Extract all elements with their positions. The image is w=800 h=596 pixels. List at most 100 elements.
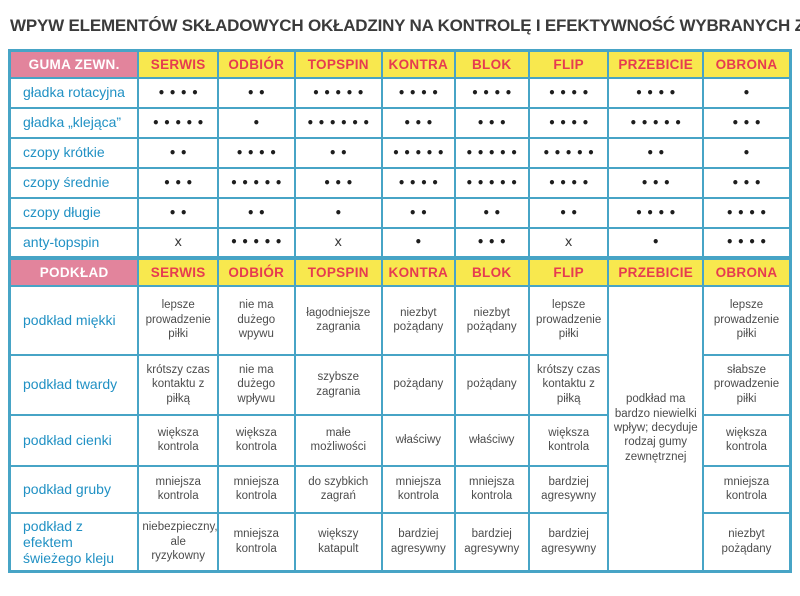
row-label: gładka rotacyjna — [8, 76, 140, 109]
infographic-page: WPYW ELEMENTÓW SKŁADOWYCH OKŁADZINY NA K… — [8, 16, 800, 573]
table-row: podkład miękki lepsze prowadzenie piłki ni… — [8, 284, 792, 573]
table-row: podkład twardy krótszy czas kontaktu z pi… — [8, 353, 792, 416]
effect-cell: właściwy — [453, 413, 530, 467]
effect-cell: lepsze prowadzenie piłki — [701, 284, 792, 356]
effect-cell: niezbyt pożądany — [701, 511, 792, 573]
table-row: anty-topspin x ••••• x • ••• x • •••• — [8, 226, 792, 259]
row-label: podkład miękki — [8, 284, 140, 356]
effect-cell: słabsze prowadzenie piłki — [701, 353, 792, 416]
column-header: TOPSPIN — [293, 257, 384, 287]
effect-cell: mniejsza kontrola — [381, 464, 456, 514]
effect-cell: niebezpieczny, ale ryzykowny — [137, 511, 220, 573]
rating-cell: •• — [381, 196, 456, 229]
rating-cell: ••• — [137, 166, 220, 199]
column-header: TOPSPIN — [293, 49, 384, 79]
rating-cell: ••• — [701, 166, 792, 199]
rating-cell: • — [217, 106, 296, 139]
outer-rubber-table: GUMA ZEWN. SERWIS ODBIÓR TOPSPIN KONTRA BLOK F… — [8, 49, 792, 259]
rating-cell: ••• — [607, 166, 704, 199]
effect-cell: pożądany — [381, 353, 456, 416]
table-row: czopy krótkie •• •••• •• ••••• ••••• ••••• •• • — [8, 136, 792, 169]
column-header: SERWIS — [137, 49, 220, 79]
effect-cell: lepsze prowadzenie piłki — [137, 284, 220, 356]
effect-cell: większy katapult — [293, 511, 384, 573]
rating-cell: •• — [607, 136, 704, 169]
effect-cell: łagodniejsze zagrania — [293, 284, 384, 356]
rating-cell: ••••• — [607, 106, 704, 139]
table-row: podkład cienki większa kontrola większa ko… — [8, 413, 792, 467]
effect-cell: krótszy czas kontaktu z piłką — [137, 353, 220, 416]
column-header: KONTRA — [381, 49, 456, 79]
effect-cell: krótszy czas kontaktu z piłką — [527, 353, 610, 416]
rating-cell: •••• — [217, 136, 296, 169]
rating-cell: ••• — [293, 166, 384, 199]
rating-cell: ••• — [701, 106, 792, 139]
rating-cell: •••••• — [293, 106, 384, 139]
row-label: podkład z efektem świeżego kleju — [8, 511, 140, 573]
row-label: gładka „klejąca” — [8, 106, 140, 139]
rating-cell: •••• — [607, 76, 704, 109]
rating-cell: ••••• — [217, 226, 296, 259]
effect-cell: bardziej agresywny — [381, 511, 456, 573]
table-row: podkład z efektem świeżego kleju niebezpi… — [8, 511, 792, 573]
column-header: ODBIÓR — [217, 49, 296, 79]
table-row: podkład gruby mniejsza kontrola mniejsza k… — [8, 464, 792, 514]
rating-cell: •••• — [527, 166, 610, 199]
rating-cell: ••••• — [381, 136, 456, 169]
effect-cell: niezbyt pożądany — [453, 284, 530, 356]
rating-cell: •• — [453, 196, 530, 229]
rating-cell: x — [137, 226, 220, 259]
rating-cell: •••• — [527, 76, 610, 109]
section-header: GUMA ZEWN. — [8, 49, 140, 79]
effect-cell: pożądany — [453, 353, 530, 416]
column-header: PRZEBICIE — [607, 49, 704, 79]
row-label: czopy długie — [8, 196, 140, 229]
rating-cell: •• — [217, 76, 296, 109]
rating-cell: •••• — [527, 106, 610, 139]
rating-cell: •••• — [701, 226, 792, 259]
row-label: czopy średnie — [8, 166, 140, 199]
effect-cell: bardziej agresywny — [527, 464, 610, 514]
rating-cell: •• — [137, 196, 220, 229]
row-label: podkład cienki — [8, 413, 140, 467]
rating-cell: •• — [217, 196, 296, 229]
effect-cell: lepsze prowadzenie piłki — [527, 284, 610, 356]
table-row: czopy długie •• •• • •• •• •• •••• •••• — [8, 196, 792, 229]
effect-cell: większa kontrola — [137, 413, 220, 467]
rating-cell: • — [607, 226, 704, 259]
rating-cell: •• — [527, 196, 610, 229]
rating-cell: ••••• — [527, 136, 610, 169]
effect-cell: mniejsza kontrola — [217, 464, 296, 514]
effect-cell: mniejsza kontrola — [701, 464, 792, 514]
rating-cell: ••••• — [217, 166, 296, 199]
effect-cell: bardziej agresywny — [527, 511, 610, 573]
rating-cell: •••• — [701, 196, 792, 229]
column-header: BLOK — [453, 257, 530, 287]
rating-cell: •• — [293, 136, 384, 169]
effect-cell: mniejsza kontrola — [137, 464, 220, 514]
rating-cell: ••• — [453, 106, 530, 139]
rating-cell: ••••• — [137, 106, 220, 139]
sponge-table: PODKŁAD SERWIS ODBIÓR TOPSPIN KONTRA BLOK FLIP… — [8, 257, 792, 573]
effect-cell: mniejsza kontrola — [217, 511, 296, 573]
section-header: PODKŁAD — [8, 257, 140, 287]
row-label: anty-topspin — [8, 226, 140, 259]
rating-cell: •••• — [453, 76, 530, 109]
rating-cell: •• — [137, 136, 220, 169]
row-label: podkład gruby — [8, 464, 140, 514]
column-header: SERWIS — [137, 257, 220, 287]
column-header: OBRONA — [701, 257, 792, 287]
effect-cell: większa kontrola — [527, 413, 610, 467]
effect-cell: bardziej agresywny — [453, 511, 530, 573]
table-row: czopy średnie ••• ••••• ••• •••• ••••• •••• •••… — [8, 166, 792, 199]
effect-cell: niezbyt pożądany — [381, 284, 456, 356]
effect-cell: małe możliwości — [293, 413, 384, 467]
effect-cell: większa kontrola — [217, 413, 296, 467]
effect-cell: do szybkich zagrań — [293, 464, 384, 514]
column-header: FLIP — [527, 257, 610, 287]
rating-cell: x — [293, 226, 384, 259]
row-label: podkład twardy — [8, 353, 140, 416]
rating-cell: ••••• — [453, 166, 530, 199]
column-header: OBRONA — [701, 49, 792, 79]
rating-cell: • — [293, 196, 384, 229]
